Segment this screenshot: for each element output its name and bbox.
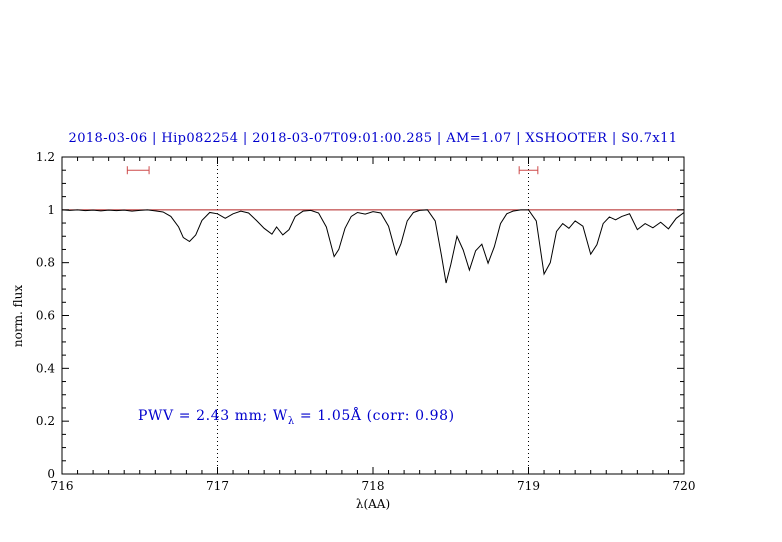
chart-title: 2018-03-06 | Hip082254 | 2018-03-07T09:0… (68, 131, 678, 146)
x-tick-label: 716 (51, 479, 74, 493)
y-tick-label: 0.2 (36, 414, 55, 428)
x-tick-label: 719 (517, 479, 540, 493)
y-tick-label: 0.6 (36, 309, 55, 323)
y-tick-label: 1 (47, 203, 55, 217)
pwv-annotation-suffix: = 1.05Å (corr: 0.98) (294, 408, 455, 424)
pwv-annotation-subscript: λ (287, 415, 295, 427)
y-tick-label: 0.8 (36, 256, 55, 270)
pwv-annotation: PWV = 2.43 mm; Wλ = 1.05Å (corr: 0.98) (138, 408, 455, 427)
pwv-annotation-prefix: PWV = 2.43 mm; W (138, 408, 288, 424)
y-tick-label: 0.4 (36, 361, 55, 375)
x-tick-label: 718 (362, 479, 385, 493)
x-tick-label: 720 (673, 479, 696, 493)
y-tick-label: 0 (47, 467, 55, 481)
y-tick-label: 1.2 (36, 150, 55, 164)
x-tick-label: 717 (206, 479, 229, 493)
x-axis-label: λ(AA) (356, 497, 390, 511)
spectrum-line (61, 209, 685, 284)
y-axis-label: norm. flux (11, 285, 25, 347)
